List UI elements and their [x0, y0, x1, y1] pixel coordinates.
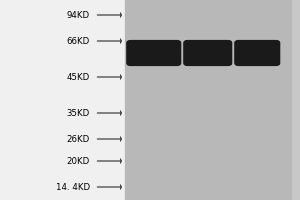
- FancyBboxPatch shape: [235, 41, 280, 65]
- Text: 14. 4KD: 14. 4KD: [56, 182, 90, 192]
- Text: 35KD: 35KD: [67, 108, 90, 117]
- FancyBboxPatch shape: [184, 41, 232, 65]
- Bar: [0, 0, 124, 200]
- FancyBboxPatch shape: [127, 41, 181, 65]
- Text: 66KD: 66KD: [67, 36, 90, 46]
- Text: 26KD: 26KD: [67, 134, 90, 144]
- Text: 94KD: 94KD: [67, 10, 90, 20]
- Bar: [124, 0, 291, 200]
- Text: 45KD: 45KD: [67, 72, 90, 82]
- Text: 20KD: 20KD: [67, 156, 90, 166]
